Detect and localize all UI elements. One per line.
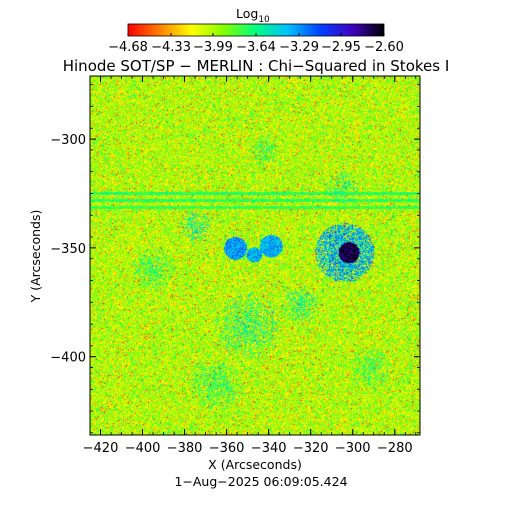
colorbar: Log10 −4.68 −4.33 −3.99 −3.64 −3.29 −2.95 −2.6…	[108, 6, 404, 55]
colorbar-tick-label: −2.60	[364, 40, 404, 55]
colorbar-tick-label: −3.64	[236, 40, 276, 55]
y-axis-title: Y (Arcseconds)	[28, 210, 43, 304]
x-tick-label: −360	[209, 441, 245, 456]
colorbar-label: Log10	[236, 6, 270, 25]
y-tick-label: −300	[50, 133, 86, 148]
colorbar-ticks	[127, 33, 385, 36]
y-axis-ticks	[90, 84, 420, 434]
colorbar-tick-label: −4.68	[108, 40, 148, 55]
x-tick-label: −420	[83, 441, 119, 456]
colorbar-tick-label: −3.29	[279, 40, 319, 55]
y-axis-tick-labels: −300 −350 −400	[50, 133, 86, 366]
x-axis-ticks	[89, 76, 417, 435]
x-tick-label: −320	[293, 441, 329, 456]
colorbar-tick-labels: −4.68 −4.33 −3.99 −3.64 −3.29 −2.95 −2.60	[108, 40, 404, 55]
x-tick-label: −400	[125, 441, 161, 456]
heatmap-image	[90, 76, 420, 435]
chart-title: Hinode SOT/SP − MERLIN : Chi−Squared in …	[63, 57, 450, 75]
y-tick-label: −350	[50, 242, 86, 257]
colorbar-tick-label: −3.99	[193, 40, 233, 55]
plot-frame	[89, 75, 421, 436]
x-axis-title: X (Arcseconds)	[208, 457, 302, 472]
x-tick-label: −300	[335, 441, 371, 456]
plot-area	[90, 76, 420, 435]
x-tick-label: −340	[251, 441, 287, 456]
x-tick-label: −280	[377, 441, 413, 456]
colorbar-tick-label: −2.95	[321, 40, 361, 55]
x-axis-tick-labels: −420 −400 −380 −360 −340 −320 −300 −280	[83, 441, 413, 456]
timestamp: 1−Aug−2025 06:09:05.424	[174, 474, 347, 489]
colorbar-tick-label: −4.33	[151, 40, 191, 55]
y-tick-label: −400	[50, 351, 86, 366]
x-tick-label: −380	[167, 441, 203, 456]
